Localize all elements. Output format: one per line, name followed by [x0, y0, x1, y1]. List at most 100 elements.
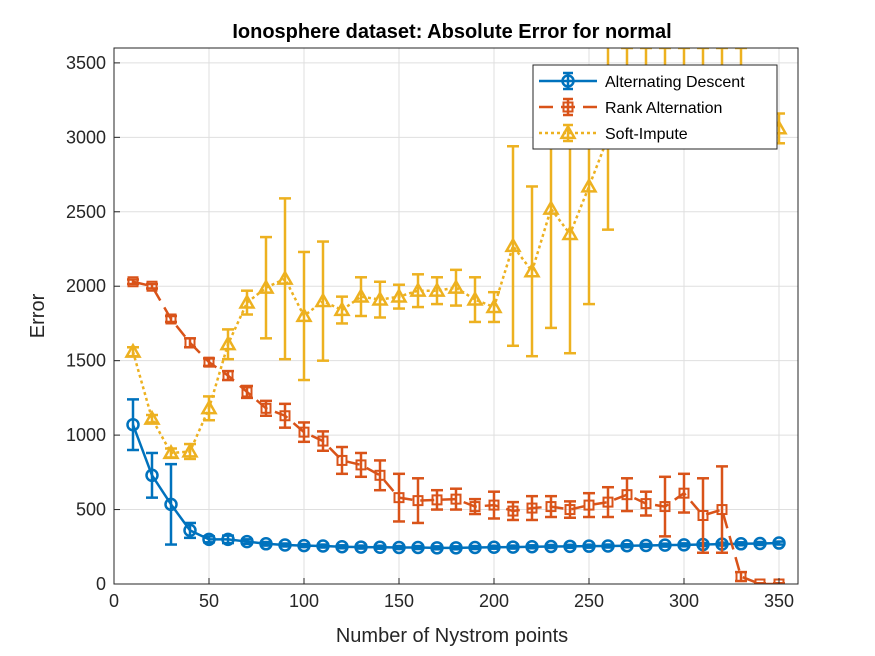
data-point	[240, 534, 254, 549]
error-bar	[697, 477, 709, 554]
data-point	[506, 540, 520, 554]
data-point	[754, 578, 766, 584]
data-point	[542, 199, 560, 215]
error-bar	[412, 273, 424, 309]
plot-frame	[113, 47, 799, 585]
data-point	[145, 468, 159, 483]
data-point	[620, 538, 634, 553]
data-point	[561, 225, 579, 241]
data-point	[165, 313, 177, 325]
error-bar	[602, 485, 614, 519]
data-point	[124, 342, 142, 358]
error-bar	[507, 145, 519, 348]
data-point	[640, 498, 652, 510]
x-tick-label: 200	[479, 591, 509, 611]
data-point	[336, 454, 348, 466]
data-point	[469, 501, 481, 513]
x-tick-label: 300	[669, 591, 699, 611]
data-point	[466, 290, 484, 306]
data-point	[314, 292, 332, 308]
legend-label: Soft-Impute	[605, 126, 688, 143]
series-rank-alternation	[127, 276, 785, 584]
y-tick-label: 2500	[66, 202, 106, 222]
legend-label: Rank Alternation	[605, 100, 722, 117]
data-point	[716, 504, 728, 516]
data-point	[126, 417, 140, 432]
data-point	[409, 281, 427, 297]
data-point	[580, 177, 598, 193]
data-point	[317, 435, 329, 447]
error-bar	[374, 459, 386, 492]
data-point	[373, 540, 387, 554]
data-point	[428, 281, 446, 297]
data-point	[352, 287, 370, 303]
y-tick-label: 1000	[66, 425, 106, 445]
legend-item: Rank Alternation	[539, 97, 722, 117]
x-tick-label: 50	[199, 591, 219, 611]
error-bar	[431, 488, 443, 511]
data-point	[295, 306, 313, 323]
data-point	[127, 276, 139, 288]
data-point	[393, 492, 405, 504]
data-point	[559, 123, 577, 140]
x-tick-label: 0	[109, 591, 119, 611]
data-point	[257, 278, 275, 294]
data-point	[677, 538, 691, 552]
data-point	[678, 487, 690, 499]
data-point	[564, 504, 576, 516]
y-axis-label: Error	[27, 293, 49, 338]
data-point	[238, 293, 256, 309]
data-point	[659, 501, 671, 513]
data-point	[412, 495, 424, 507]
data-point	[297, 538, 311, 553]
y-ticks: 0 500 1000 1500 2000 2500 3000 3500	[66, 53, 120, 594]
data-point	[164, 497, 178, 512]
y-tick-label: 3500	[66, 53, 106, 73]
data-point	[276, 269, 294, 285]
data-point	[450, 493, 462, 505]
data-point	[526, 502, 538, 514]
data-point	[162, 443, 180, 460]
data-point	[488, 499, 500, 511]
data-point	[335, 540, 349, 554]
data-point	[259, 537, 273, 551]
error-bar	[583, 491, 595, 519]
data-point	[601, 539, 615, 553]
data-point	[544, 539, 558, 554]
data-point	[507, 505, 519, 517]
data-point	[561, 74, 575, 88]
data-point	[411, 540, 425, 555]
data-point	[602, 496, 614, 508]
error-bar	[450, 268, 462, 307]
data-point	[374, 469, 386, 481]
data-point	[523, 262, 541, 278]
data-point	[222, 370, 234, 382]
series-line	[132, 280, 779, 584]
series-line	[131, 91, 780, 455]
data-point	[200, 399, 218, 415]
data-point	[639, 538, 653, 553]
data-point	[333, 301, 351, 317]
data-point	[658, 538, 672, 552]
data-point	[202, 532, 216, 547]
data-point	[563, 539, 577, 554]
x-tick-label: 350	[764, 591, 794, 611]
y-tick-label: 3000	[66, 127, 106, 147]
error-bar	[716, 465, 728, 554]
chart-title: Ionosphere dataset: Absolute Error for n…	[232, 21, 671, 43]
error-bar	[469, 276, 481, 324]
data-point	[431, 494, 443, 506]
data-point	[392, 540, 406, 555]
y-tick-label: 500	[76, 500, 106, 520]
data-point	[697, 510, 709, 522]
data-point	[181, 442, 199, 458]
data-point	[316, 539, 330, 553]
data-point	[487, 540, 501, 554]
data-point	[355, 459, 367, 471]
x-tick-label: 100	[289, 591, 319, 611]
error-bar	[260, 235, 272, 340]
error-bar	[355, 451, 367, 479]
x-tick-label: 150	[384, 591, 414, 611]
error-bar	[336, 445, 348, 476]
